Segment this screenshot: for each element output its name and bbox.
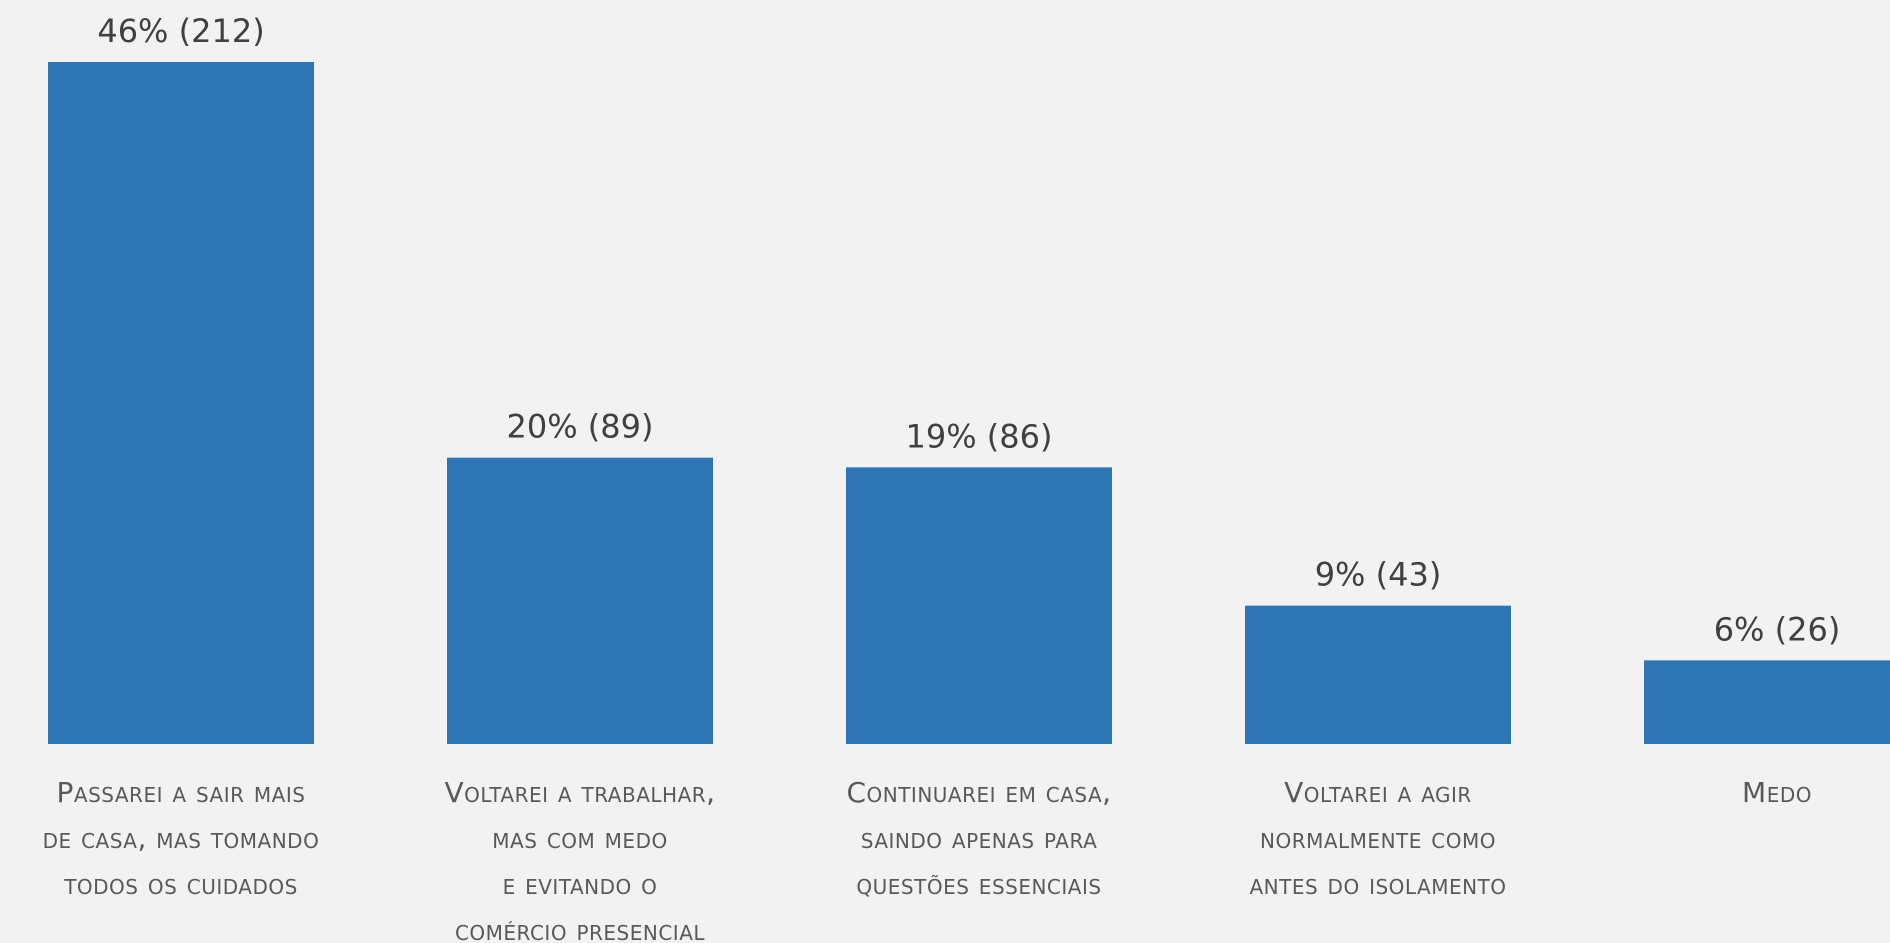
- x-tick-label: Passarei a sair mais: [57, 776, 306, 809]
- x-tick-label: mas com medo: [492, 822, 667, 855]
- bar: [48, 62, 314, 744]
- x-tick-label: Voltarei a trabalhar,: [444, 776, 715, 809]
- x-tick-label: Medo: [1742, 776, 1812, 809]
- value-label: 9% (43): [1315, 556, 1442, 594]
- x-tick-label: normalmente como: [1260, 822, 1496, 855]
- x-tick-label: questões essenciais: [856, 868, 1101, 901]
- x-tick-label: antes do isolamento: [1249, 868, 1506, 901]
- x-tick-label: Continuarei em casa,: [846, 776, 1111, 809]
- value-label: 20% (89): [507, 408, 654, 446]
- x-tick-label: todos os cuidados: [63, 868, 298, 901]
- value-label: 6% (26): [1714, 610, 1841, 648]
- value-label: 46% (212): [97, 12, 264, 50]
- bar: [1245, 605, 1511, 744]
- value-label: 19% (86): [906, 417, 1053, 455]
- bar: [1644, 660, 1890, 744]
- bar: [846, 467, 1112, 744]
- x-tick-label: Voltarei a agir: [1284, 776, 1472, 809]
- x-tick-label: de casa, mas tomando: [43, 822, 320, 855]
- x-tick-label: comércio presencial: [455, 914, 705, 943]
- bar: [447, 457, 713, 744]
- x-tick-label: saindo apenas para: [861, 822, 1098, 855]
- x-tick-label: e evitando o: [503, 868, 658, 901]
